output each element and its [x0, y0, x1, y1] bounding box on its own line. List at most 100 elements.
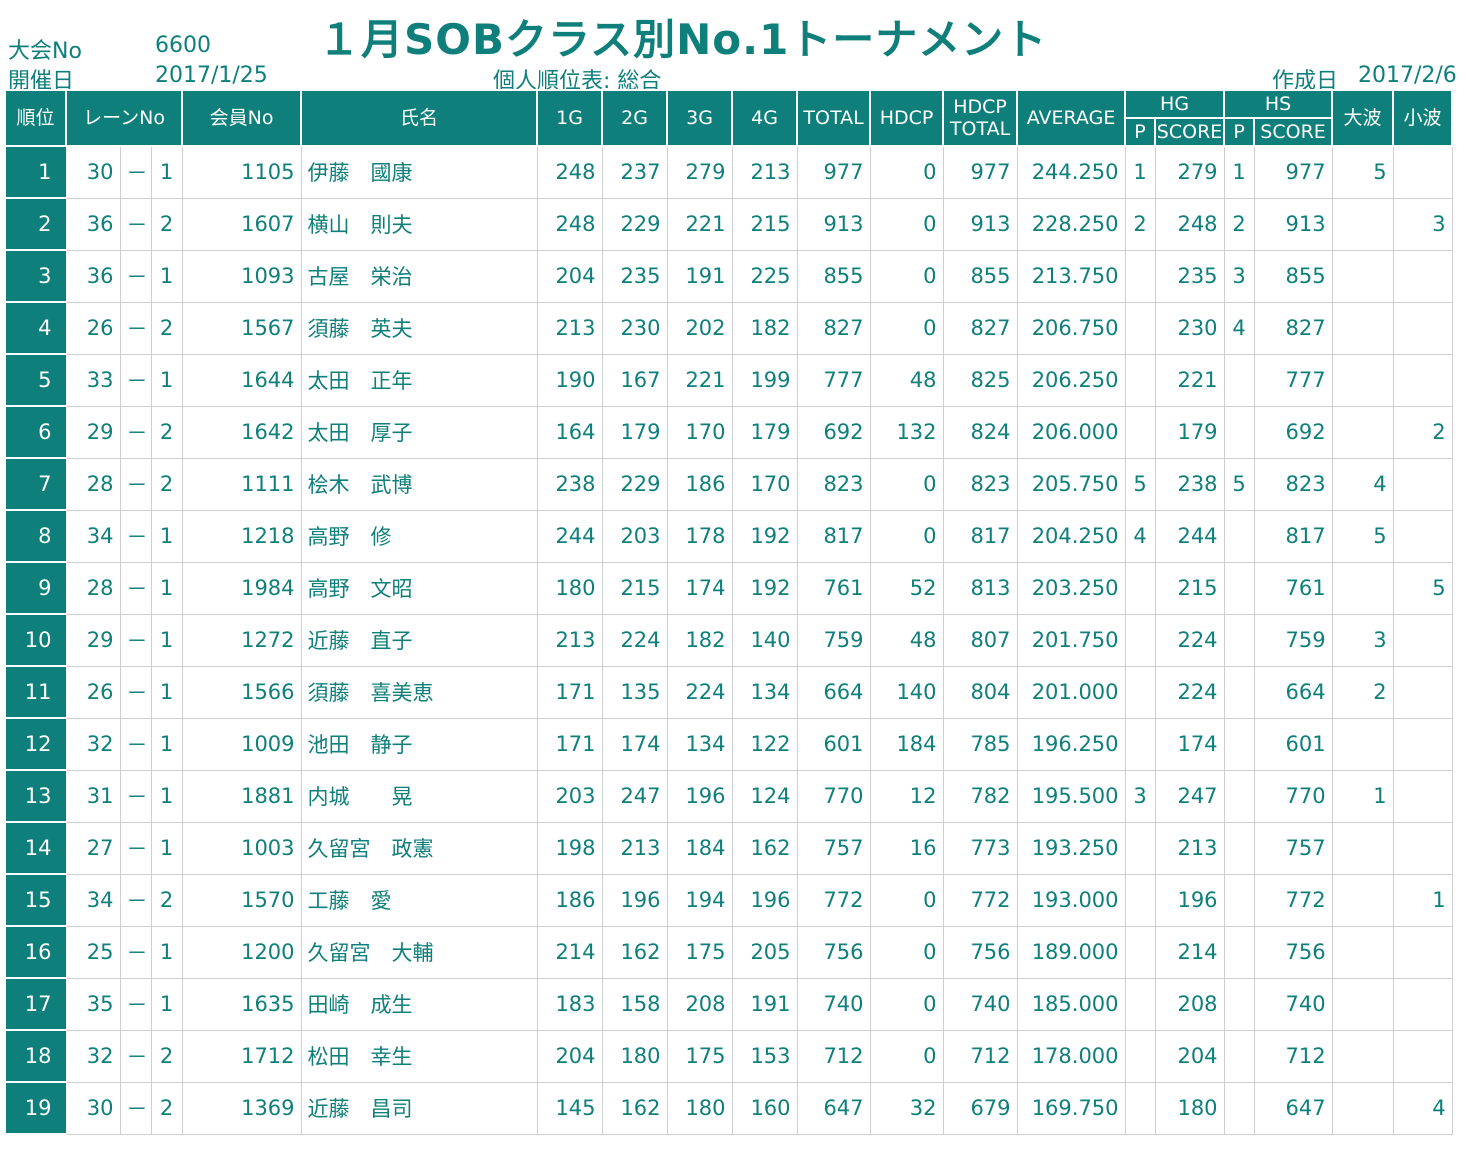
game2-cell: 174: [601, 717, 668, 771]
table-row: 13 31 － 1 1881 内城 晃 203 247 196 124 770 12 782 195.50…: [4, 769, 1453, 823]
hdcp-total-line2: TOTAL: [949, 118, 1011, 140]
table-row: 17 35 － 1 1635 田崎 成生 183 158 208 191 740 0 740 185.00…: [4, 977, 1453, 1031]
game4-cell: 134: [731, 665, 798, 719]
onami-cell: [1331, 977, 1394, 1031]
table-row: 18 32 － 2 1712 松田 幸生 204 180 175 153 712 0 712 178.00…: [4, 1029, 1453, 1083]
total-cell: 664: [796, 665, 871, 719]
hg-p-cell: 2: [1124, 197, 1156, 251]
game1-cell: 204: [536, 249, 603, 303]
rank-cell: 7: [4, 457, 67, 511]
hg-score-cell: 235: [1154, 249, 1225, 303]
hs-p-cell: [1223, 405, 1255, 459]
hg-p-cell: [1124, 821, 1156, 875]
box-cell: 1: [150, 561, 183, 615]
rank-cell: 13: [4, 769, 67, 823]
box-cell: 1: [150, 509, 183, 563]
table-row: 8 34 － 1 1218 高野 修 244 203 178 192 817 0 817 204.250 4…: [4, 509, 1453, 563]
lane-dash: －: [119, 613, 152, 667]
hs-p-cell: [1223, 821, 1255, 875]
member-no-cell: 1003: [181, 821, 302, 875]
hdcp-total-cell: 772: [942, 873, 1018, 927]
lane-cell: 30: [65, 145, 121, 199]
average-cell: 228.250: [1016, 197, 1126, 251]
hg-p-cell: [1124, 1029, 1156, 1083]
game4-cell: 215: [731, 197, 798, 251]
game1-cell: 145: [536, 1081, 603, 1135]
game2-cell: 158: [601, 977, 668, 1031]
lane-dash: －: [119, 353, 152, 407]
game4-cell: 196: [731, 873, 798, 927]
box-cell: 1: [150, 613, 183, 667]
total-cell: 756: [796, 925, 871, 979]
hg-score-cell: 224: [1154, 613, 1225, 667]
hdcp-cell: 0: [869, 873, 944, 927]
lane-dash: －: [119, 1029, 152, 1083]
average-cell: 244.250: [1016, 145, 1126, 199]
hg-score-cell: 214: [1154, 925, 1225, 979]
konami-cell: [1392, 353, 1453, 407]
game3-cell: 221: [666, 197, 733, 251]
name-cell: 須藤 英夫: [300, 301, 538, 355]
col-rank: 順位: [4, 89, 67, 147]
konami-cell: 2: [1392, 405, 1453, 459]
col-hs-score: SCORE: [1253, 117, 1334, 147]
col-3g: 3G: [666, 89, 734, 147]
hg-p-cell: [1124, 249, 1156, 303]
table-row: 10 29 － 1 1272 近藤 直子 213 224 182 140 759 48 807 201.7…: [4, 613, 1453, 667]
game4-cell: 199: [731, 353, 798, 407]
page-title: １月SOBクラス別No.1トーナメント: [318, 15, 1048, 64]
member-no-cell: 1607: [181, 197, 302, 251]
box-cell: 2: [150, 405, 183, 459]
hs-p-cell: [1223, 613, 1255, 667]
game3-cell: 174: [666, 561, 733, 615]
game1-cell: 248: [536, 197, 603, 251]
col-name: 氏名: [300, 89, 539, 147]
onami-cell: [1331, 873, 1394, 927]
rank-cell: 3: [4, 249, 67, 303]
game4-cell: 179: [731, 405, 798, 459]
col-hg: HG: [1124, 89, 1226, 119]
hg-score-cell: 180: [1154, 1081, 1225, 1135]
table-row: 3 36 － 1 1093 古屋 栄治 204 235 191 225 855 0 855 213.750…: [4, 249, 1453, 303]
lane-dash: －: [119, 769, 152, 823]
hs-p-cell: 2: [1223, 197, 1255, 251]
konami-cell: [1392, 457, 1453, 511]
game1-cell: 183: [536, 977, 603, 1031]
game1-cell: 171: [536, 665, 603, 719]
lane-cell: 34: [65, 509, 121, 563]
konami-cell: 5: [1392, 561, 1453, 615]
hs-p-cell: [1223, 665, 1255, 719]
rank-cell: 19: [4, 1081, 67, 1135]
col-4g: 4G: [731, 89, 799, 147]
game4-cell: 153: [731, 1029, 798, 1083]
hg-p-cell: [1124, 353, 1156, 407]
hdcp-cell: 0: [869, 249, 944, 303]
box-cell: 1: [150, 769, 183, 823]
hs-score-cell: 827: [1253, 301, 1333, 355]
table-row: 11 26 － 1 1566 須藤 喜美恵 171 135 224 134 664 140 804 201…: [4, 665, 1453, 719]
lane-dash: －: [119, 301, 152, 355]
col-onami: 大波: [1331, 89, 1395, 147]
konami-cell: [1392, 249, 1453, 303]
game3-cell: 221: [666, 353, 733, 407]
hdcp-total-cell: 827: [942, 301, 1018, 355]
hs-score-cell: 770: [1253, 769, 1333, 823]
hg-score-cell: 208: [1154, 977, 1225, 1031]
name-cell: 田崎 成生: [300, 977, 538, 1031]
hdcp-total-cell: 782: [942, 769, 1018, 823]
hs-score-cell: 692: [1253, 405, 1333, 459]
ranking-rows: 1 30 － 1 1105 伊藤 國康 248 237 279 213 977 0 977 244.250…: [4, 145, 1453, 1135]
box-cell: 1: [150, 717, 183, 771]
hs-score-cell: 777: [1253, 353, 1333, 407]
box-cell: 2: [150, 1081, 183, 1135]
game3-cell: 279: [666, 145, 733, 199]
hs-p-cell: [1223, 561, 1255, 615]
average-cell: 185.000: [1016, 977, 1126, 1031]
hg-p-cell: [1124, 405, 1156, 459]
average-cell: 189.000: [1016, 925, 1126, 979]
game4-cell: 225: [731, 249, 798, 303]
lane-cell: 29: [65, 405, 121, 459]
hg-score-cell: 215: [1154, 561, 1225, 615]
box-cell: 1: [150, 665, 183, 719]
game3-cell: 134: [666, 717, 733, 771]
